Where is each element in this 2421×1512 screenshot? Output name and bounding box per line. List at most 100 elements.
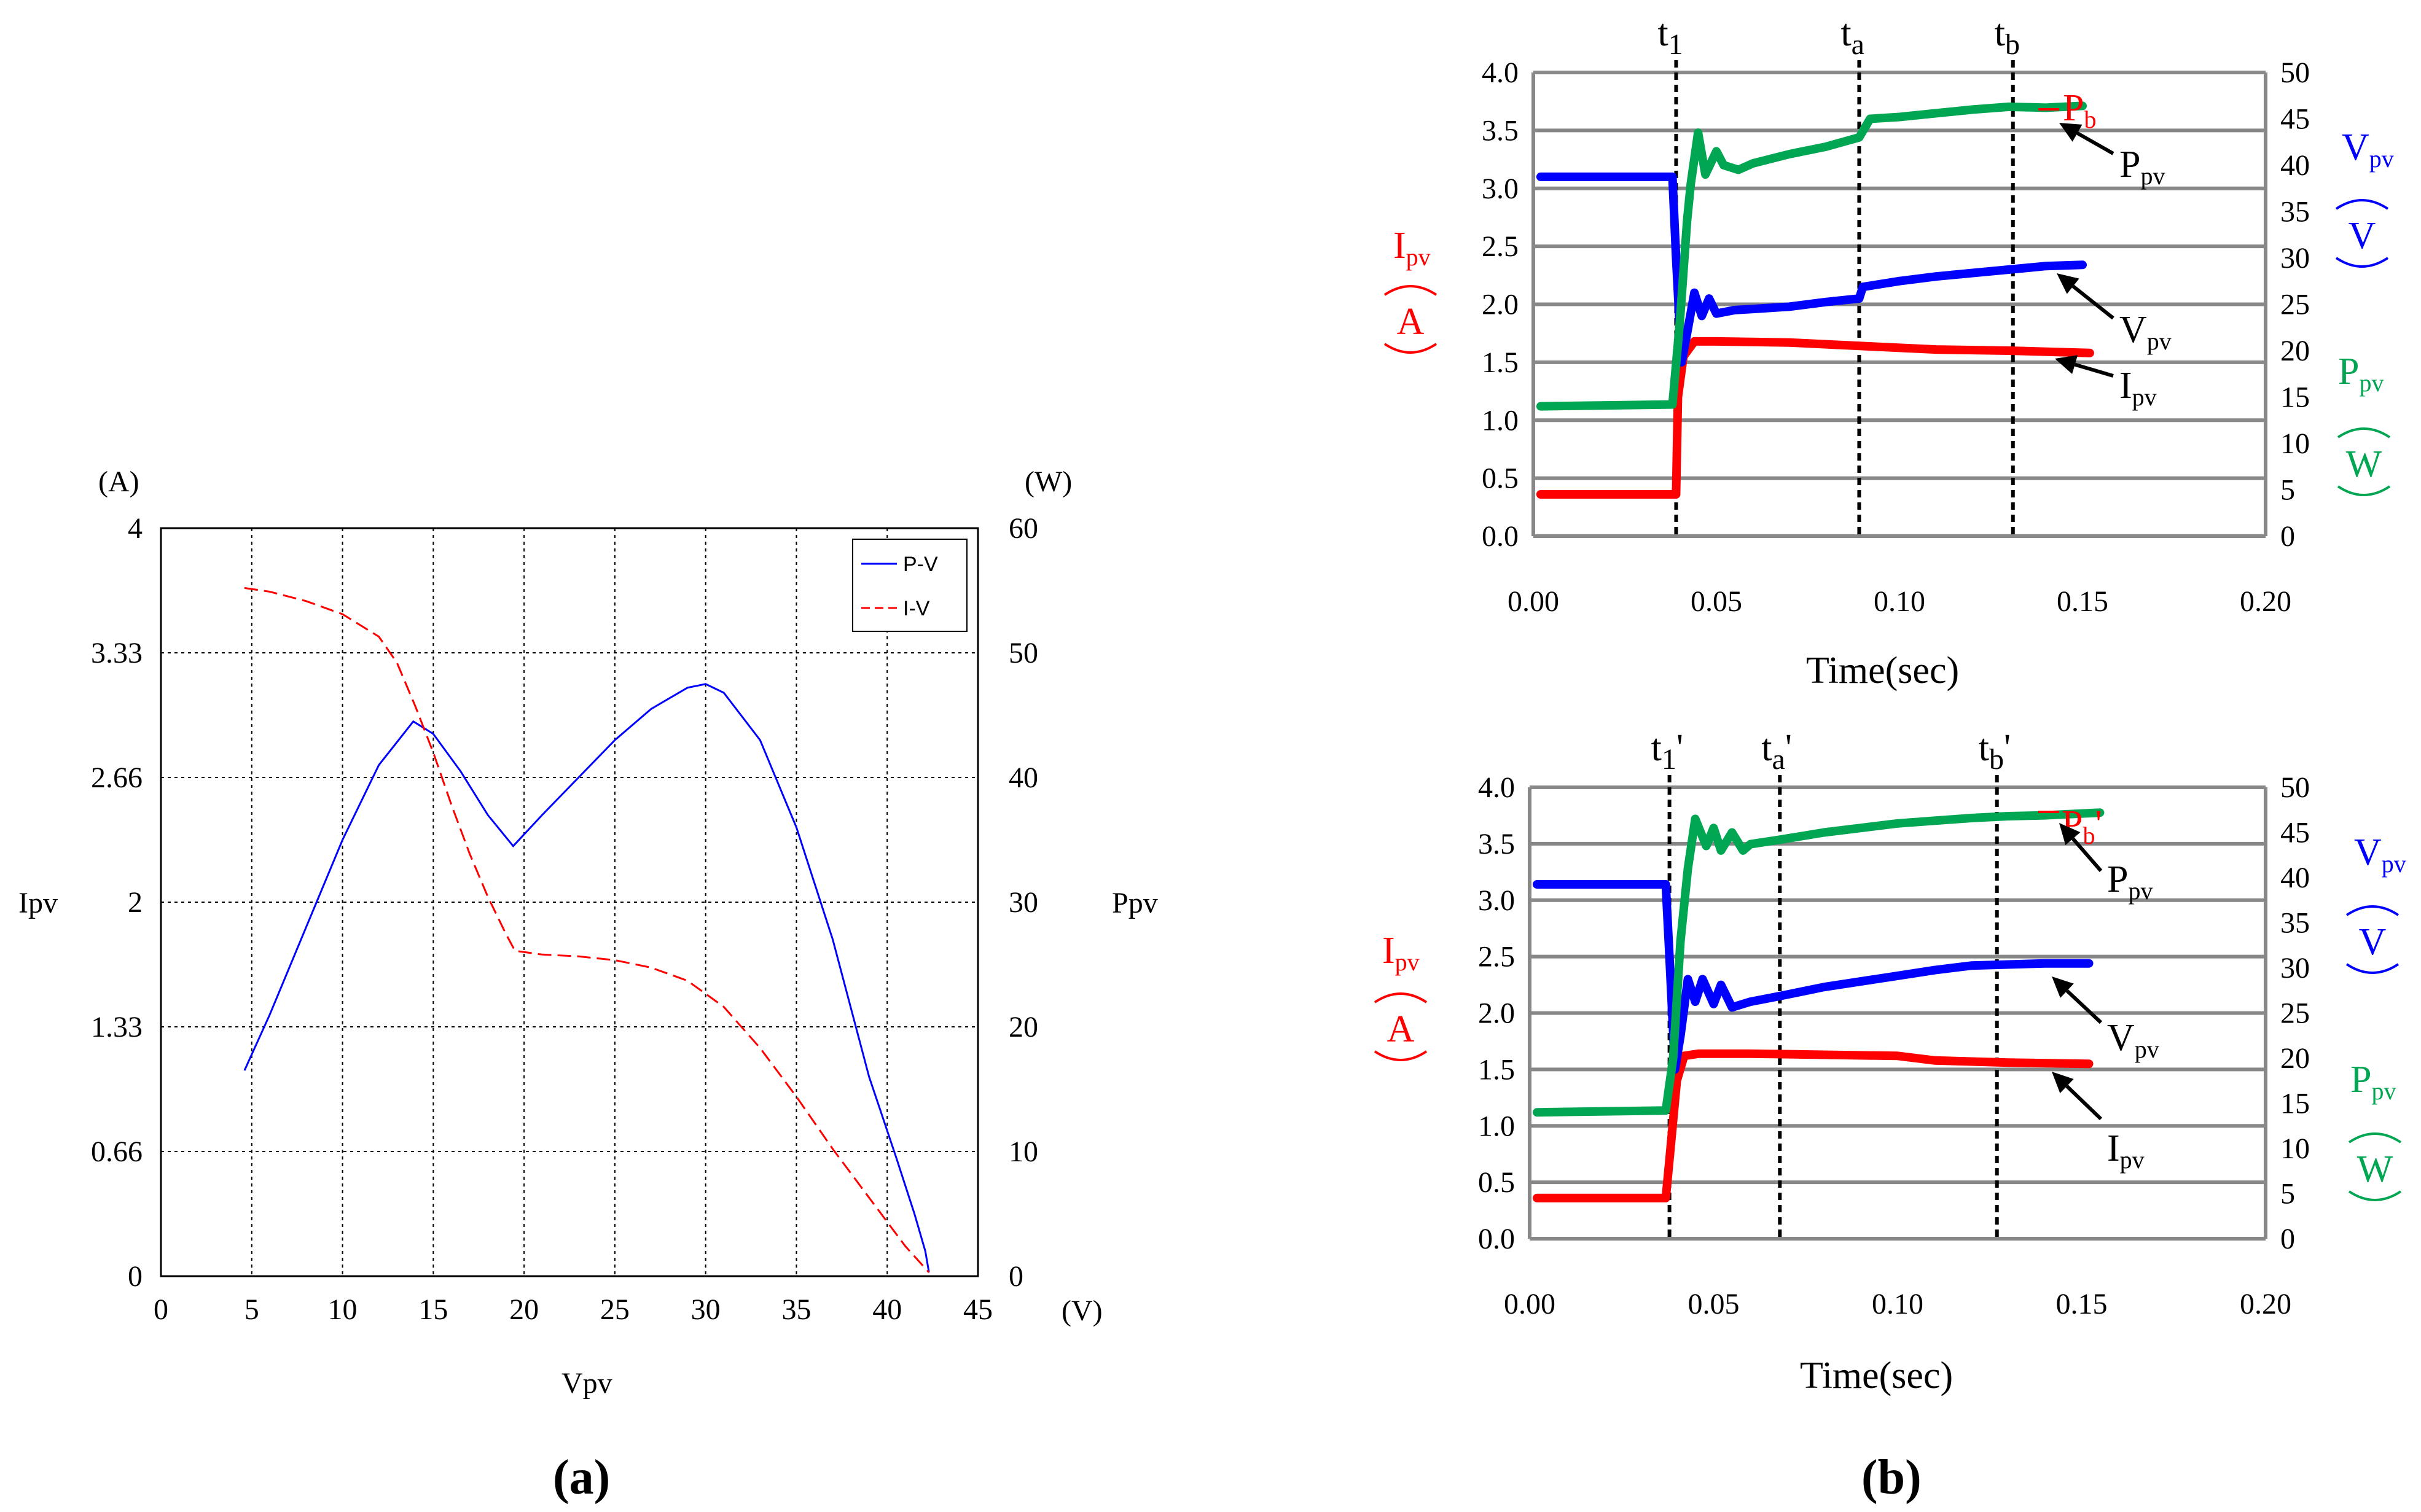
bb-marker-label: t1'	[1651, 727, 1683, 776]
bb-y-tick-right-label: 0	[2280, 1223, 2295, 1255]
bb-series-line-ipv	[1533, 1049, 2094, 1202]
bb-series-line-vpv	[1533, 880, 2094, 1074]
b-caption-open: (	[1861, 1451, 1878, 1505]
b-caption-letter: b	[1878, 1451, 1906, 1505]
bt-ppv-label: Ppv	[2338, 351, 2384, 397]
a-y-tick-right-label: 40	[1009, 762, 1038, 794]
bb-y-tick-right-label: 20	[2280, 1042, 2310, 1075]
bt-vpv-label: Vpv	[2342, 127, 2394, 173]
a-series-line-i-v	[244, 586, 930, 1273]
bb-y-ticks-left: 0.0 0.5 1.0 1.5 2.0 2.5 3.0 3.5 4.0	[1478, 771, 1515, 1255]
a-y-tick-right-label: 50	[1009, 637, 1038, 669]
bt-unit-left-arc-bottom	[1383, 343, 1437, 354]
bb-y-tick-left-label: 0.5	[1478, 1166, 1515, 1199]
bt-vpv-unit: V	[2335, 199, 2389, 268]
bb-annotations: Pb' Ppv Vpv Ipv	[2038, 803, 2159, 1174]
bt-x-tick-label: 0.15	[2057, 585, 2108, 618]
bb-x-tick-label: 0.05	[1688, 1288, 1740, 1320]
bt-x-tick-label: 0.05	[1691, 585, 1742, 618]
a-series	[243, 586, 930, 1273]
bt-y-tick-right-label: 35	[2280, 196, 2310, 228]
bt-y-tick-left-label: 0.0	[1482, 520, 1519, 553]
arrow-shaft	[2076, 131, 2114, 155]
a-y-tick-right-label: 60	[1009, 512, 1038, 545]
a-y-tick-right-label: 30	[1009, 886, 1038, 919]
a-y-tick-right-label: 0	[1009, 1260, 1023, 1293]
a-x-tick-label: 35	[781, 1293, 811, 1326]
a-series-line-p-v	[243, 683, 930, 1273]
a-caption-letter: a	[569, 1451, 594, 1505]
a-legend: P-V I-V	[852, 539, 968, 632]
bt-arrow-ipv	[2055, 355, 2114, 378]
a-caption-close: )	[594, 1451, 611, 1505]
bt-series-line-vpv	[1536, 172, 2087, 367]
arrow-shaft	[2065, 1085, 2103, 1121]
a-x-ticks: 0 5 10 15 20 25 30 35 40 45	[154, 1293, 993, 1326]
bb-y-ticks-right: 0 5 10 15 20 25 30 35 40 45 50	[2280, 771, 2310, 1255]
bt-y-ticks-left: 0.0 0.5 1.0 1.5 2.0 2.5 3.0 3.5 4.0	[1482, 57, 1519, 553]
a-y-tick-left-label: 1.33	[91, 1011, 143, 1043]
bt-arrow-ppv	[2059, 123, 2114, 155]
bt-y-tick-right-label: 5	[2280, 474, 2295, 507]
bb-arrow-ipv	[2052, 1072, 2103, 1121]
bt-unit-r1-text: V	[2349, 215, 2376, 257]
arrow-head	[2057, 273, 2079, 294]
arrow-head	[2055, 355, 2078, 374]
a-y-tick-left-label: 0	[128, 1260, 143, 1293]
bt-y-tick-left-label: 0.5	[1482, 462, 1519, 495]
a-grid	[161, 528, 978, 1276]
bt-ipv-annot: Ipv	[2119, 365, 2157, 411]
bt-y-tick-left-label: 4.0	[1482, 57, 1519, 89]
arrow-head	[2052, 1072, 2074, 1094]
bt-annotations: Pb Ppv Vpv Ipv	[2038, 87, 2172, 411]
bb-arrow-vpv	[2052, 976, 2103, 1024]
bt-y-tick-right-label: 25	[2280, 289, 2310, 321]
bb-y-tick-left-label: 3.5	[1478, 828, 1515, 860]
a-y-tick-right-label: 20	[1009, 1011, 1038, 1043]
bb-y-tick-right-label: 45	[2280, 817, 2310, 849]
bb-y-tick-right-label: 30	[2280, 952, 2310, 984]
bb-x-tick-label: 0.15	[2056, 1288, 2108, 1320]
bt-vpv-annot: Vpv	[2119, 309, 2172, 355]
a-plot-frame	[160, 527, 979, 1277]
bb-vpv-unit: V	[2345, 905, 2399, 974]
bb-ppv-unit: W	[2348, 1132, 2402, 1201]
bb-vpv-label: Vpv	[2354, 832, 2406, 878]
bb-y-tick-right-label: 35	[2280, 907, 2310, 940]
bt-y-tick-left-label: 1.0	[1482, 404, 1519, 437]
a-y-unit-right: (W)	[1025, 466, 1072, 498]
bt-y-tick-right-label: 45	[2280, 103, 2310, 136]
bt-unit-left-text: A	[1397, 301, 1425, 343]
bt-y-tick-right-label: 20	[2280, 335, 2310, 367]
arrow-head	[2059, 823, 2081, 846]
bb-grid	[1528, 785, 2267, 1241]
bt-y-tick-left-label: 3.5	[1482, 114, 1519, 147]
bt-ppv-annot: Ppv	[2119, 144, 2165, 190]
bb-ppv-annot: Ppv	[2107, 859, 2153, 905]
bb-vpv-annot: Vpv	[2107, 1017, 2159, 1063]
bt-y-tick-left-label: 1.5	[1482, 346, 1519, 379]
a-x-tick-label: 40	[872, 1293, 902, 1326]
a-caption: (a)	[553, 1451, 610, 1505]
bt-y-tick-right-label: 10	[2280, 427, 2310, 460]
bt-unit-r2-arc-bottom	[2337, 485, 2391, 496]
bb-y-tick-left-label: 2.0	[1478, 997, 1515, 1030]
bb-unit-left-text: A	[1387, 1008, 1415, 1050]
panel-a-chart: 0 5 10 15 20 25 30 35 40 45 0 0.66 1.33 2 2.66 3.33 4 0…	[18, 466, 1158, 1505]
bt-unit-r2-text: W	[2346, 443, 2382, 485]
arrow-head	[2052, 976, 2074, 998]
bt-x-tick-label: 0.00	[1508, 585, 1559, 618]
a-y-tick-left-label: 2	[128, 886, 143, 919]
a-x-tick-label: 30	[691, 1293, 721, 1326]
b-caption: (b)	[1861, 1451, 1922, 1505]
bt-unit-left-arc-top	[1383, 285, 1437, 296]
a-y-tick-left-label: 0.66	[91, 1136, 143, 1168]
bb-y-tick-left-label: 2.5	[1478, 941, 1515, 973]
bt-ipv-label: Ipv	[1393, 225, 1431, 271]
bt-series-line-ipv	[1536, 337, 2094, 499]
bb-ipv-unit: A	[1374, 992, 1428, 1061]
bt-ipv-unit: A	[1383, 285, 1437, 354]
bb-y-tick-right-label: 10	[2280, 1132, 2310, 1165]
bb-y-tick-right-label: 50	[2280, 771, 2310, 804]
a-y-tick-left-label: 3.33	[91, 637, 143, 669]
